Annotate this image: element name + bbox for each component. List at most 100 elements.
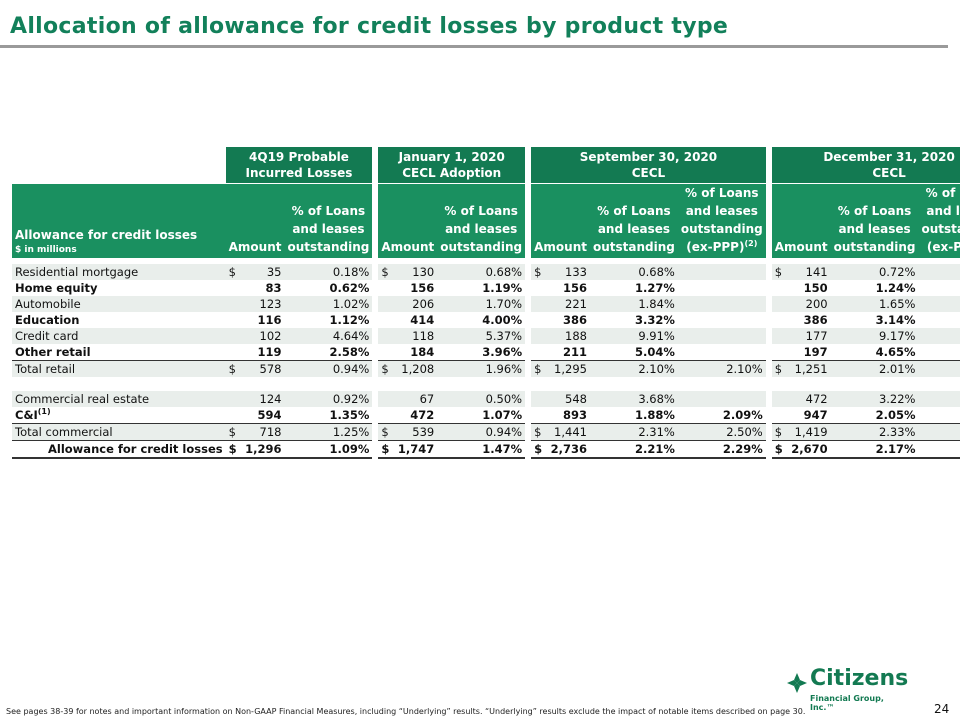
- amount: $130: [381, 264, 434, 280]
- row-label: Credit card: [12, 328, 226, 344]
- currency-symbol: $: [381, 362, 389, 376]
- percent-cell: 2.25%: [919, 407, 960, 424]
- row-header-units: $ in millions: [15, 245, 77, 255]
- spacer-row: [12, 377, 960, 391]
- table-row: Education 116 1.12% 414 4.00% 386 3.32% 386 3.14…: [12, 312, 960, 328]
- amount: 221: [534, 296, 587, 312]
- percent-value: 9.17%: [878, 329, 916, 343]
- percent-cell: 1.02%: [284, 296, 373, 312]
- column-header: % of Loans and leases outstanding: [589, 183, 678, 258]
- percent-value: 0.18%: [332, 265, 370, 279]
- column-header-line: Amount: [381, 238, 434, 256]
- amount-value: 1,251: [794, 362, 828, 376]
- percent-value: 2.10%: [638, 362, 675, 376]
- amount-value: 1,295: [554, 362, 587, 376]
- amount: $718: [229, 425, 282, 441]
- percent-cell: 0.94%: [437, 423, 526, 441]
- currency-symbol: $: [534, 362, 542, 376]
- allowance-table: 4Q19 Probable Incurred Losses January 1, 2…: [12, 147, 960, 459]
- percent-value: 1.19%: [482, 281, 523, 295]
- percent-cell: [677, 391, 766, 407]
- percent-value: 1.24%: [875, 281, 916, 295]
- amount-cell: 116: [226, 312, 285, 328]
- currency-symbol: $: [774, 442, 783, 456]
- row-label-text: Total retail: [15, 362, 76, 376]
- column-header-text: % of Loans: [925, 186, 960, 200]
- amount-cell: $539: [378, 423, 438, 441]
- column-header-line: and leases: [440, 220, 522, 238]
- amount: $141: [775, 264, 828, 280]
- column-header: % of Loans and leases outstanding: [830, 183, 919, 258]
- percent-cell: 1.88%: [590, 407, 678, 424]
- table-row: C&I(1) 594 1.35% 472 1.07% 893 1.88% 2.09% 947 2.…: [12, 407, 960, 424]
- amount: 150: [775, 280, 828, 296]
- percent-cell: 4.65%: [831, 344, 919, 361]
- percent-value: 0.50%: [485, 392, 523, 406]
- column-header-text: and leases: [685, 204, 758, 218]
- percent-cell: 2.21%: [589, 440, 678, 459]
- amount-value: 141: [805, 265, 828, 279]
- footnote: See pages 38-39 for notes and important …: [6, 707, 806, 716]
- amount-value: 578: [259, 362, 282, 376]
- amount-cell: 200: [771, 296, 831, 312]
- percent-cell: 1.70%: [437, 296, 526, 312]
- percent-value: 0.68%: [485, 265, 523, 279]
- percent-value: 2.33%: [878, 425, 916, 439]
- percent-cell: 1.84%: [589, 296, 678, 312]
- percent-cell: 1.25%: [284, 423, 373, 441]
- row-label: Total retail: [12, 360, 226, 377]
- percent-cell: [919, 344, 960, 361]
- amount: 118: [381, 328, 434, 344]
- column-header-line: % of Loans: [440, 202, 522, 220]
- percent-value: 0.94%: [485, 425, 523, 439]
- row-label-text: C&I: [15, 408, 38, 422]
- footnote-ref: (1): [37, 407, 51, 417]
- column-header-line: outstanding: [681, 220, 763, 238]
- amount-value: 472: [410, 408, 435, 422]
- group-header: 4Q19 Probable Incurred Losses: [225, 147, 373, 184]
- amount-cell: $578: [225, 360, 285, 377]
- amount-cell: 197: [772, 344, 831, 361]
- currency-symbol: $: [534, 265, 542, 279]
- title-rule: [0, 45, 948, 48]
- amount-value: 206: [412, 297, 435, 311]
- row-label-text: Other retail: [15, 345, 91, 359]
- percent-value: 1.07%: [482, 408, 523, 422]
- percent-cell: 0.68%: [589, 264, 678, 280]
- percent-value: 1.35%: [329, 408, 370, 422]
- column-header-text: % of Loans: [291, 204, 366, 218]
- amount-value: 947: [803, 408, 828, 422]
- amount: 594: [229, 407, 281, 423]
- percent-cell: [918, 328, 960, 344]
- amount: $2,736: [534, 441, 587, 456]
- row-label: C&I(1): [12, 407, 226, 424]
- amount: 119: [229, 344, 281, 360]
- amount: 116: [229, 312, 281, 328]
- amount-cell: 472: [378, 407, 437, 424]
- column-header: % of Loans and leases outstanding (ex-PPP)(…: [677, 183, 766, 258]
- percent-cell: 0.94%: [284, 360, 373, 377]
- column-header-text: and leases: [292, 222, 365, 236]
- amount: $1,251: [775, 361, 828, 377]
- amount: 67: [381, 391, 435, 407]
- amount-value: 123: [259, 297, 282, 311]
- column-header: Amount: [771, 183, 831, 258]
- column-header-line: % of Loans: [681, 184, 763, 202]
- amount-cell: 118: [378, 328, 438, 344]
- column-header-line: and leases: [287, 220, 369, 238]
- amount-value: 184: [410, 345, 435, 359]
- amount-cell: $1,296: [225, 440, 285, 459]
- percent-value: 1.70%: [485, 297, 523, 311]
- column-header: % of Loans and leases outstanding: [284, 183, 373, 258]
- percent-cell: 3.68%: [589, 391, 678, 407]
- amount: 947: [775, 407, 828, 423]
- percent-value: 4.65%: [875, 345, 916, 359]
- currency-symbol: $: [774, 362, 783, 376]
- footnote-ref: (2): [744, 239, 758, 248]
- percent-cell: 2.01%: [830, 360, 919, 377]
- column-header-line: % of Loans: [287, 202, 369, 220]
- amount-cell: 893: [531, 407, 590, 424]
- amount: 177: [775, 328, 828, 344]
- percent-value: 2.09%: [722, 408, 763, 422]
- currency-symbol: $: [534, 442, 543, 456]
